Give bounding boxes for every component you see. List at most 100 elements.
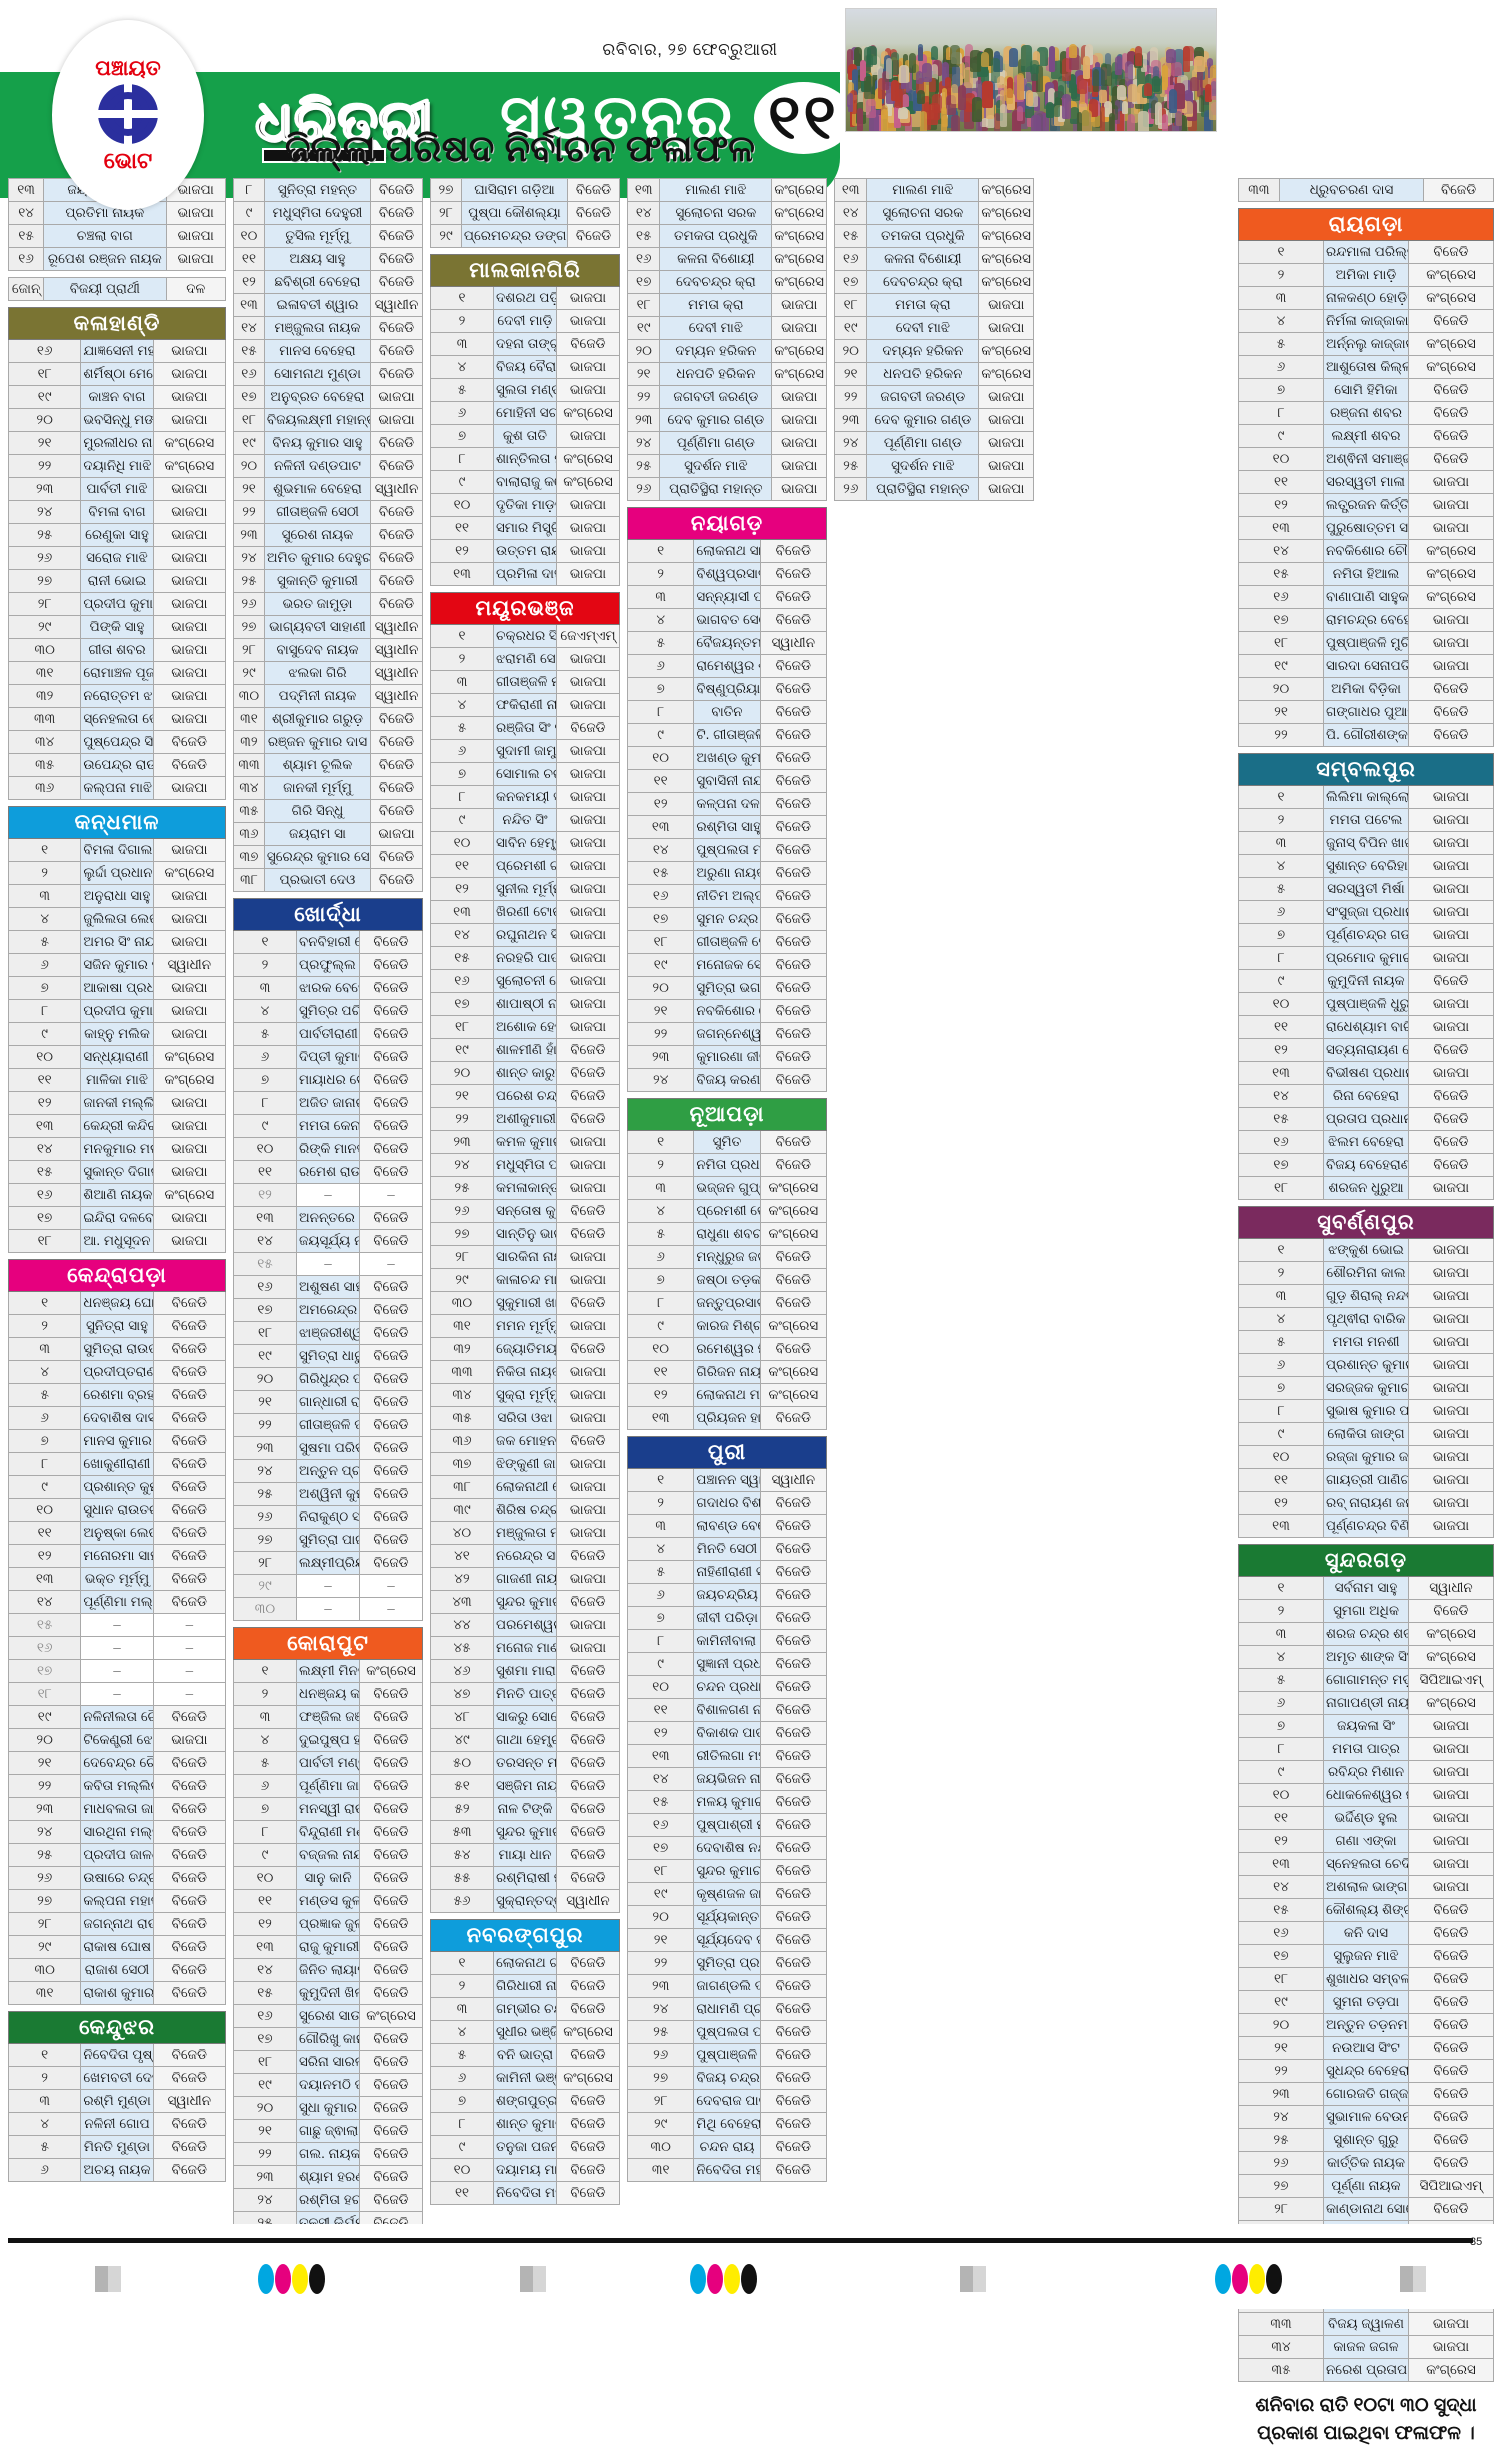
table-row: ୧୪ ରଘୁନାଥନ ସିଂ ଭାଜପା	[430, 923, 620, 947]
party-name: କଂଗ୍ରେସ	[359, 1659, 423, 1683]
publication-date: ରବିବାର, ୨୭ ଫେବ୍ରୁଆରୀ	[602, 40, 778, 59]
winner-name: ଅନନ୍ତରେ ଜଣା ସିଂ	[296, 1206, 360, 1230]
zone-number: ୫୦	[430, 1751, 494, 1775]
party-name: ବିଜେଡି	[759, 1974, 828, 1998]
table-row: ୯ ରବିନ୍ଦ୍ର ମିଶାନ ଭାଜପା	[1238, 1760, 1494, 1784]
zone-number: ୧୭	[626, 270, 661, 294]
winner-name: ମୁରଲୀଧର ନାୟକ	[80, 431, 154, 455]
table-row: ୧୯ କାଞ୍ଚନ ବାଗ ଭାଜପା	[7, 385, 227, 409]
results-block: କଳାହାଣ୍ଡି୧୬ଯାଜ୍ଞସେନୀ ମହାନନ୍ଦଭାଜପା୧୮ଶର୍ମି…	[7, 307, 227, 800]
winner-name: ଭବସିନ୍ଧୁ ମଙ୍ଗରାଜ	[80, 408, 154, 432]
winner-name: ବିଜୟ ଚନ୍ଦ୍ର ପରିଡ଼ା	[693, 2066, 761, 2090]
zone-number: ୨୪	[626, 1068, 695, 1092]
winner-name: ବିଶାଳଗଣ ନାୟକ	[693, 1698, 761, 1722]
table-row: ୫ନାହିଣୀରାଣୀ ସ୍ୱାଇଁବିଜେଡି	[626, 1560, 828, 1584]
zone-number: ୮	[626, 1629, 695, 1653]
party-name: ବିଜେଡି	[759, 1291, 828, 1315]
winner-name: ମଳୟ କୁମାର ମହାନ୍ତି	[693, 1790, 761, 1814]
table-row: ୬ ଅଚୟ ନାୟକ ବିଜେଡି	[7, 2158, 227, 2182]
party-name: ବିଜେଡି	[759, 1951, 828, 1975]
table-row: ୧ପଞ୍ଚାନନ ସ୍ୱାଇଁସ୍ୱାଧୀନ	[626, 1468, 828, 1492]
party-name: ଭାଜପା	[165, 247, 227, 271]
table-row: ୧୬ଯାଜ୍ଞସେନୀ ମହାନନ୍ଦଭାଜପା	[7, 339, 227, 363]
zone-number: ୧୪	[626, 201, 661, 225]
winner-name: ଶୌରମିନା କାଲ	[1323, 1261, 1409, 1285]
winner-name: ଗାୟତ୍ରୀ ପାଣିଗ୍ରାହୀ	[1323, 1468, 1409, 1492]
zone-number: ୧୪	[626, 838, 695, 862]
table-row: ୧୨ ସୁନୀଲ ମୂର୍ମ୍ମୁ ଭାଜପା	[430, 877, 620, 901]
district-name: କୋରାପୁଟ	[233, 1627, 423, 1660]
zone-number: ୨	[430, 647, 494, 671]
winner-name: ଟି. ଗୀତାଞ୍ଜଳି ଘୋଷ	[693, 723, 761, 747]
winner-name: ପୂର୍ଣ୍ଣିମା ମଲ୍ଲ	[80, 1590, 154, 1614]
party-name: ବିଜେଡି	[359, 1958, 423, 1982]
party-name: ଭାଜପା	[1408, 1491, 1494, 1515]
table-row: ୧୬ନୀତିମ ଅଲ୍ପଜ୍ୟବିଜେଡି	[626, 884, 828, 908]
party-name: ବିଜେଡି	[556, 1797, 620, 1821]
winner-name: ଦେବଚନ୍ଦ୍ର କ୍ରା	[659, 270, 773, 294]
zone-number: ୯	[233, 1843, 297, 1867]
winner-name: ପ୍ରଭାତୀ ଦେଓ	[263, 868, 372, 892]
zone-number: ୧୭	[626, 907, 695, 931]
table-row: ୪ ମିନତି ସେଠୀ ବିଜେଡି	[626, 1537, 828, 1561]
winner-name: ପ୍ରେମଚନ୍ଦ୍ର ଡଙ୍ଗରି	[460, 224, 569, 248]
zone-number: ୫	[430, 2043, 494, 2067]
zone-number: ୨୦	[1238, 2013, 1324, 2037]
winner-name: ଝାଞ୍ଜରୀଶ୍ୱରୀ ମିଶ୍ର	[296, 1321, 360, 1345]
party-name: ବିଜେଡି	[556, 1866, 620, 1890]
party-name: କଂଗ୍ରେସ	[1408, 562, 1494, 586]
table-row: ୧୨ପ୍ରଜ୍ଞାକ ଜୁଲ୍ଲୁମାଲବିଜେଡି	[233, 1912, 423, 1936]
zone-number: ୩୦	[7, 1958, 82, 1982]
winner-name: ସୁମିତ	[693, 1130, 761, 1154]
zone-number: ୩୩	[1238, 2312, 1324, 2336]
party-name: ଭାଜପା	[556, 785, 620, 809]
zone-number: ୧୩	[626, 815, 695, 839]
winner-name: ଗୀତାଞ୍ଜଳି ସେଠୀ	[263, 500, 372, 524]
winner-name: ବିନ୍ଦୁରାଣୀ ମଣ୍ଡି	[296, 1820, 360, 1844]
zone-number: ୭	[626, 1268, 695, 1292]
party-name: ବିଜେଡି	[759, 1744, 828, 1768]
winner-name: ବିଜୟ ବୈରାଗୀ	[493, 355, 557, 379]
winner-name: ଶୁଭମାଳ ବେହେରା	[263, 477, 372, 501]
party-name: ଭାଜପା	[1408, 1015, 1494, 1039]
winner-name: ମନୋଜକ ସେଠୀ	[693, 953, 761, 977]
party-name: ବିଜେଡି	[556, 1199, 620, 1223]
party-name: ବିଜେଡି	[152, 1705, 227, 1729]
winner-name: ରାନୀ ଭୋଇ	[80, 569, 154, 593]
table-row: ୨୬ ପ୍ରାତିସ୍ଥିରା ମହାନ୍ତ ଭାଜପା	[833, 477, 1034, 501]
party-name: ବିଜେଡି	[1408, 447, 1494, 471]
winner-name: ଶାପାଷ୍ଠୀ ନାୟକ	[493, 992, 557, 1016]
zone-number: ୧୫	[7, 1160, 82, 1184]
party-name: ବିଜେଡି	[359, 1843, 423, 1867]
zone-number: ୨୧	[233, 477, 265, 501]
zone-number: ୧୬	[1238, 585, 1324, 609]
table-row: ୩୪ କାଜଳ ଜଗଳ ଭାଜପା	[1238, 2335, 1494, 2359]
party-name: ଭାଜପା	[978, 385, 1034, 409]
party-name: ଭାଜପା	[556, 693, 620, 717]
table-row: ୩ନାଳକଣ୍ଠ ହୋଡ଼ିଆକଂଗ୍ରେସ	[1238, 286, 1494, 310]
zone-number: ୪	[430, 693, 494, 717]
zone-number: ୧୭	[233, 2027, 297, 2051]
zone-number: ୮	[430, 785, 494, 809]
party-name: ଭାଜପା	[1408, 1829, 1494, 1853]
winner-name: ଜନ୍ତୁପ୍ରସାଦ ସିଂ ମାଝି	[693, 1291, 761, 1315]
winner-name: ଅମିତ କୁମାର ଦେହୁରୀ	[263, 546, 372, 570]
table-row: ୧୩ ପ୍ରମିଳା ଦାସ ଭାଜପା	[430, 562, 620, 586]
zone-number: ୩୩	[233, 753, 265, 777]
winner-name: ରାମେଶ୍ୱର ଶତପଥୀ	[693, 654, 761, 678]
zone-number: ୧୩	[233, 1935, 297, 1959]
winner-name: ଖିରଣୀ ଟୋଙ୍କରି ଟଙ୍ଗାନ	[493, 900, 557, 924]
winner-name: ସରିନା ସାରଲ୍	[296, 2050, 360, 2074]
table-row: ୬ସୁଦାମୀ ଜାମୁଡ଼ାଭାଜପା	[430, 739, 620, 763]
party-name: ବିଜେଡି	[759, 2043, 828, 2067]
zone-number: ୨୭	[1238, 2174, 1324, 2198]
party-name: ଭାଜପା	[1408, 1445, 1494, 1469]
party-name: ବିଜେଡି	[359, 2027, 423, 2051]
table-row: ୨ନମିତା ପ୍ରଧାନବିଜେଡି	[626, 1153, 828, 1177]
zone-number: ୧୬	[833, 247, 868, 271]
winner-name: ବିଶ୍ୱପ୍ରସାଦ ନାୟକ	[693, 562, 761, 586]
